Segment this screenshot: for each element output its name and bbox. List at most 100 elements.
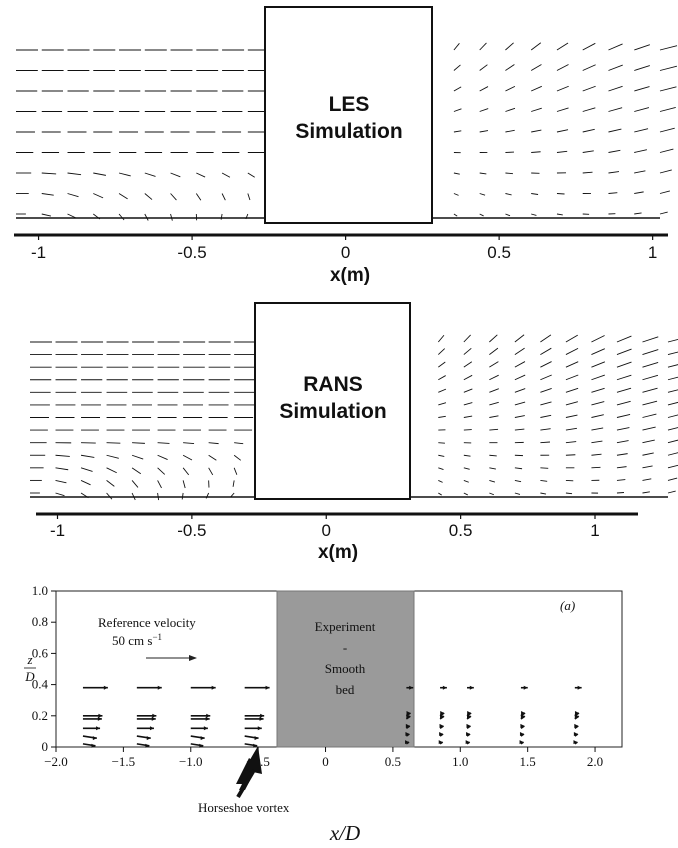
- velocity-vector: [582, 150, 594, 153]
- velocity-vector: [634, 212, 642, 215]
- velocity-vector: [565, 361, 579, 368]
- velocity-vector: [608, 149, 621, 153]
- velocity-vector: [208, 454, 217, 461]
- les-obstacle-block: [264, 6, 433, 224]
- panel-tag: (a): [560, 598, 575, 613]
- experiment-block-label-line4: bed: [336, 682, 355, 697]
- experiment-y-tick-label: 0.8: [32, 614, 48, 629]
- velocity-vector: [505, 129, 515, 133]
- velocity-vector: [479, 172, 487, 175]
- reference-velocity-number: 50 cm s: [112, 633, 152, 648]
- experiment-vector-head: [98, 713, 103, 718]
- velocity-vector: [93, 193, 104, 199]
- experiment-vector-head: [405, 731, 410, 736]
- velocity-vector: [505, 64, 515, 71]
- velocity-vector: [634, 128, 649, 133]
- velocity-vector: [540, 492, 547, 495]
- velocity-vector: [106, 492, 113, 500]
- velocity-vector: [642, 413, 657, 418]
- velocity-vector: [540, 479, 548, 482]
- velocity-vector: [667, 439, 678, 444]
- velocity-vector: [582, 42, 596, 51]
- experiment-velocity-vector: [574, 725, 579, 729]
- velocity-vector: [659, 65, 678, 71]
- experiment-vector-head: [205, 716, 210, 721]
- velocity-vector: [221, 172, 231, 178]
- x-tick-label: -1: [31, 243, 46, 262]
- rans-obstacle-block: [254, 302, 411, 500]
- experiment-velocity-vector: [405, 733, 410, 737]
- velocity-vector: [489, 388, 499, 393]
- velocity-vector: [514, 415, 525, 418]
- velocity-vector: [489, 347, 499, 355]
- velocity-vector: [634, 149, 647, 153]
- velocity-vector: [157, 442, 170, 444]
- velocity-vector: [505, 213, 511, 217]
- velocity-vector: [170, 172, 181, 178]
- experiment-x-tick-label: 1.0: [452, 754, 468, 769]
- velocity-vector: [514, 388, 526, 393]
- velocity-vector: [463, 374, 473, 381]
- velocity-vector: [659, 127, 675, 133]
- velocity-vector: [667, 389, 678, 393]
- velocity-vector: [181, 492, 184, 500]
- velocity-vector: [233, 454, 242, 461]
- experiment-vector-head: [442, 685, 447, 690]
- velocity-vector: [438, 492, 442, 496]
- velocity-vector: [157, 480, 162, 489]
- velocity-vector: [453, 213, 458, 217]
- velocity-vector: [453, 172, 460, 175]
- velocity-vector: [616, 413, 631, 418]
- velocity-vector: [453, 86, 462, 92]
- x-tick-label: -1: [50, 521, 65, 540]
- velocity-vector: [233, 467, 238, 475]
- rans-vector-field: [30, 334, 678, 501]
- reference-velocity-exponent: −1: [152, 632, 162, 642]
- x-tick-label: 0.5: [487, 243, 511, 262]
- velocity-vector: [565, 414, 578, 418]
- rans-x-axis-title: x(m): [318, 542, 358, 563]
- experiment-vector-head: [92, 736, 97, 741]
- velocity-vector: [616, 348, 632, 356]
- experiment-vector-head: [96, 726, 101, 731]
- velocity-vector: [479, 64, 488, 71]
- experiment-vector-head: [260, 713, 265, 718]
- experiment-y-tick-label: 0.4: [32, 677, 49, 692]
- experiment-vector-head: [521, 710, 526, 715]
- velocity-vector: [438, 375, 446, 381]
- velocity-vector: [157, 467, 166, 475]
- velocity-vector: [667, 477, 678, 481]
- velocity-vector: [489, 428, 499, 431]
- velocity-vector: [565, 492, 573, 495]
- velocity-vector: [565, 347, 579, 355]
- experiment-vector-head: [466, 731, 471, 736]
- experiment-vector-head: [439, 723, 444, 728]
- velocity-vector: [531, 151, 541, 153]
- velocity-vector: [514, 492, 521, 495]
- velocity-vector: [642, 374, 659, 381]
- velocity-vector: [616, 492, 625, 494]
- velocity-vector: [247, 172, 255, 178]
- velocity-vector: [221, 193, 226, 201]
- velocity-vector: [489, 361, 499, 368]
- experiment-obstacle-block: [276, 590, 415, 748]
- velocity-vector: [132, 442, 145, 444]
- experiment-vector-head: [91, 743, 96, 748]
- les-x-axis-title: x(m): [330, 265, 370, 286]
- velocity-vector: [642, 465, 653, 469]
- velocity-vector: [540, 334, 552, 343]
- x-tick-label: -0.5: [177, 521, 206, 540]
- experiment-vector-head: [200, 736, 205, 741]
- rans-block-label-line1: RANS: [303, 373, 363, 396]
- velocity-vector: [118, 213, 125, 221]
- velocity-vector: [479, 193, 486, 196]
- velocity-vector: [540, 374, 552, 381]
- experiment-vector-head: [523, 685, 528, 690]
- velocity-vector: [642, 478, 652, 481]
- velocity-vector: [247, 193, 251, 201]
- velocity-vector: [463, 347, 472, 355]
- velocity-vector: [642, 387, 658, 393]
- rans-block-label-line2: Simulation: [279, 400, 386, 423]
- velocity-vector: [667, 490, 676, 494]
- velocity-vector: [582, 171, 593, 174]
